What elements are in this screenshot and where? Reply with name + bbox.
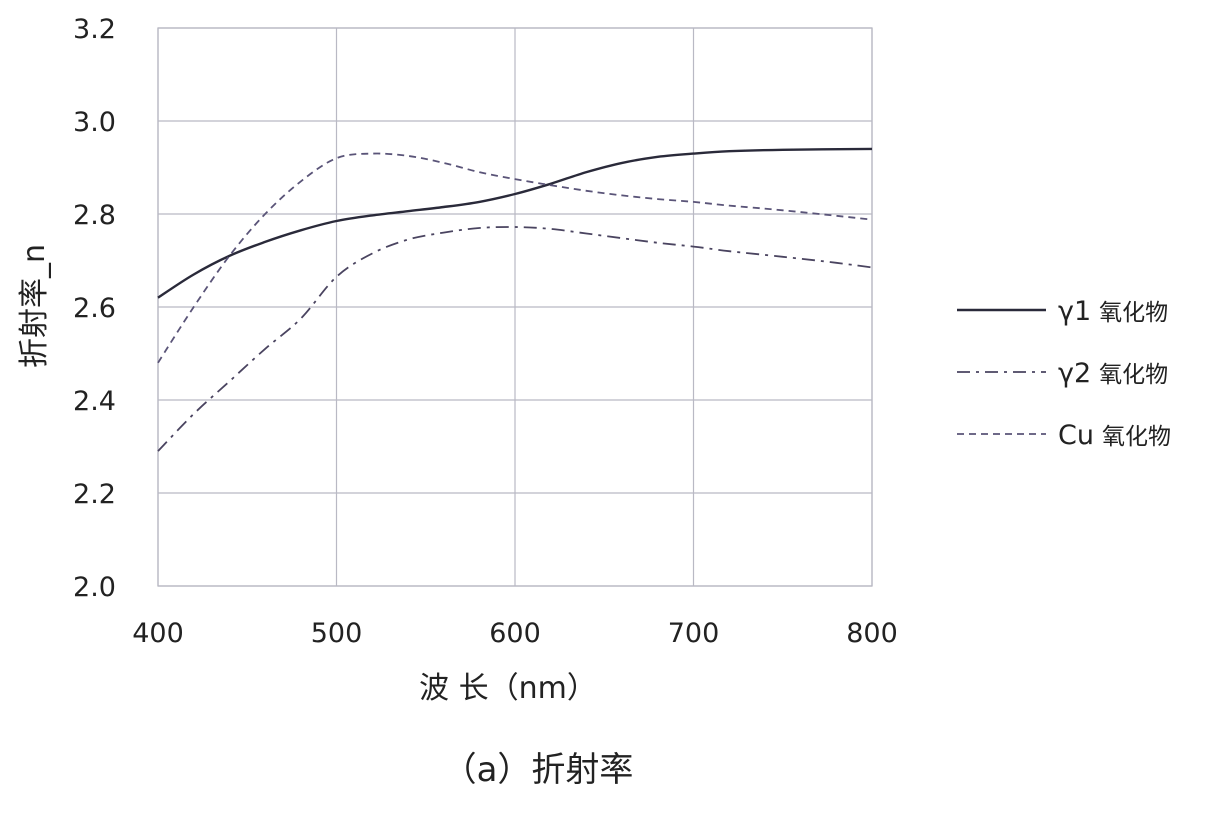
x-axis-ticks: 400 500 600 700 800 (132, 618, 898, 649)
legend-label-main: γ2 (1058, 358, 1091, 389)
series-line-2 (157, 226, 873, 452)
legend-label-suffix: 氧化物 (1102, 424, 1171, 450)
legend-label-main: γ1 (1058, 296, 1091, 327)
grid (157, 27, 873, 587)
legend-label-suffix: 氧化物 (1099, 362, 1168, 388)
series-lines (157, 147, 873, 452)
x-axis-title: 波 长（nm） (419, 671, 597, 706)
x-tick-label: 800 (846, 618, 898, 649)
x-tick-label: 400 (132, 618, 184, 649)
y-tick-label: 3.2 (73, 14, 116, 45)
legend-label-1: γ1 氧化物 (1058, 296, 1168, 327)
y-axis-title: 折射率_n (17, 244, 52, 368)
legend-label-3: Cu 氧化物 (1058, 420, 1171, 451)
legend-label-main: Cu (1058, 420, 1094, 451)
series-line-3 (157, 152, 873, 364)
y-tick-label: 2.4 (73, 386, 116, 417)
y-tick-label: 2.8 (73, 200, 116, 231)
legend: γ1 氧化物 γ2 氧化物 Cu 氧化物 (957, 296, 1171, 451)
x-tick-label: 500 (311, 618, 363, 649)
series-line-1 (157, 147, 873, 299)
y-tick-label: 3.0 (73, 107, 116, 138)
y-tick-label: 2.2 (73, 479, 116, 510)
x-tick-label: 700 (668, 618, 720, 649)
y-axis-ticks: 2.0 2.2 2.4 2.6 2.8 3.0 3.2 (73, 14, 116, 603)
figure-caption: （a）折射率 (443, 750, 634, 790)
x-tick-label: 600 (489, 618, 541, 649)
y-tick-label: 2.6 (73, 293, 116, 324)
y-tick-label: 2.0 (73, 572, 116, 603)
legend-label-2: γ2 氧化物 (1058, 358, 1168, 389)
legend-label-suffix: 氧化物 (1099, 300, 1168, 326)
